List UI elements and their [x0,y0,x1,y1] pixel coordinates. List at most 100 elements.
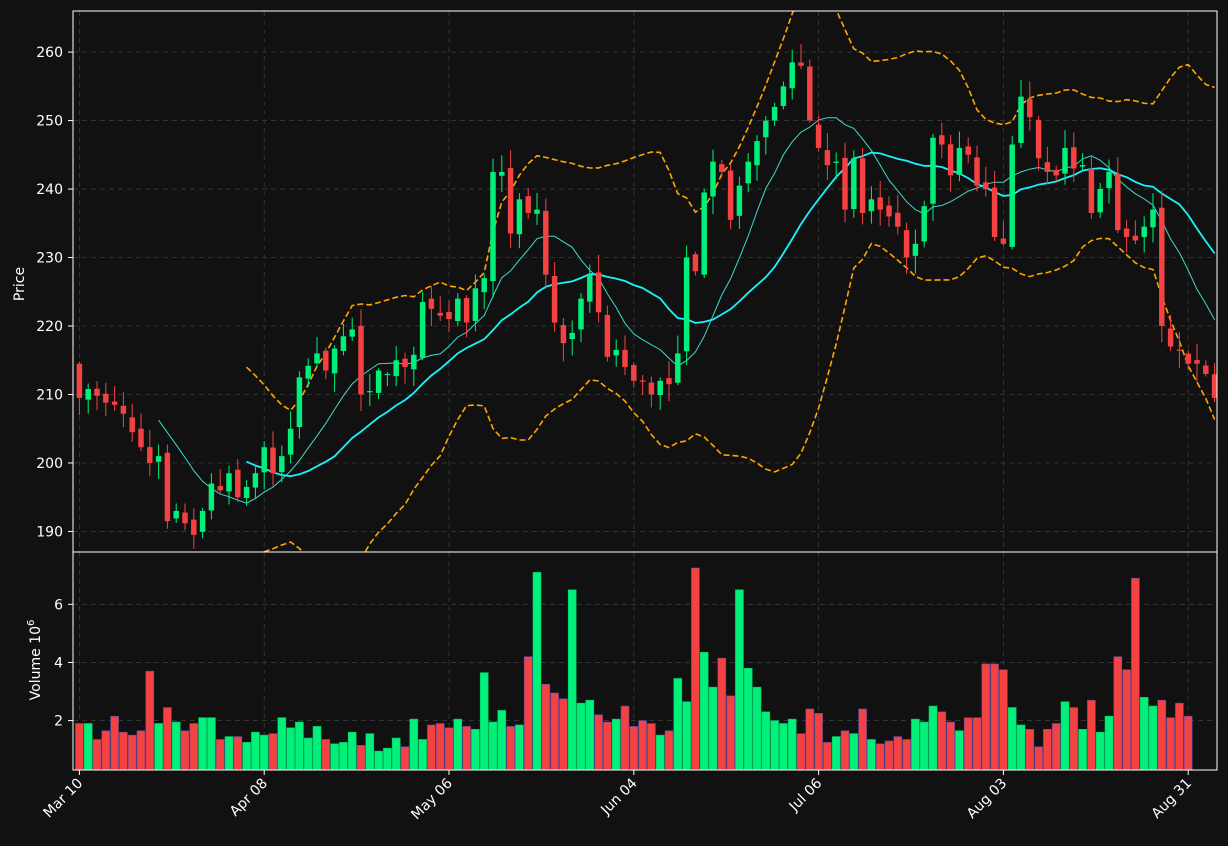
volume-bar [1034,746,1043,771]
volume-bar [136,730,146,771]
price-tick-label: 250 [36,114,63,130]
volume-bar [207,717,216,771]
volume-bar [1148,705,1158,771]
candle-body [631,365,637,381]
candle-body [428,298,435,309]
volume-bar [1166,717,1175,771]
volume-bar [215,739,225,771]
candle-body [472,288,479,321]
volume-bar [1104,715,1114,771]
volume-bar [567,589,577,771]
candle-body [261,447,267,473]
candle-body [648,382,655,395]
candle-body [85,389,91,400]
candle-body [587,274,593,302]
candle-body [375,370,382,393]
volume-bar [180,730,190,771]
volume-bar [831,736,841,771]
candle-body [296,377,303,428]
volume-bar [814,713,823,771]
candle-body [191,519,197,535]
price-tick-label: 240 [36,182,63,198]
candle-body [780,86,787,107]
candle-body [1062,147,1068,174]
volume-bar [409,718,419,771]
volume-bar [163,707,172,771]
candle-body [1106,171,1112,189]
volume-bar [479,672,489,771]
candle-body [437,312,443,316]
volume-bar [858,708,867,771]
volume-bar [1122,669,1131,771]
candle-body [1185,353,1191,364]
candle-body [1211,374,1217,398]
candle-body [217,486,223,491]
volume-bar [946,721,955,771]
volume-bar [198,717,207,771]
candle-body [683,257,690,352]
candle-body [1044,162,1051,172]
candle-body [701,192,707,275]
volume-bar [154,723,163,771]
volume-bar [268,733,278,771]
candle-body [639,380,646,382]
candle-body [578,298,584,330]
candle-body [657,380,663,396]
candle-body [516,199,523,235]
candle-body [367,391,373,393]
volume-bar [840,730,850,771]
price-tick-label: 220 [36,319,63,335]
volume-bar [638,720,647,771]
volume-bar [1016,724,1026,771]
candle-body [323,350,329,371]
candle-body [983,182,989,190]
candle-body [1150,209,1156,228]
volume-bar [277,717,287,771]
volume-bar [1131,577,1140,771]
candle-body [481,278,487,293]
candle-body [270,447,276,474]
volume-bar [321,739,331,771]
candle-body [1035,119,1042,159]
volume-bar [770,720,779,771]
volume-bar [1157,699,1167,771]
volume-bar [523,656,533,771]
volume-bar [471,729,480,771]
candle-body [595,272,602,313]
candle-body [798,62,804,66]
volume-bar [937,711,947,771]
candle-body [76,363,83,398]
volume-bar [875,743,885,771]
volume-bar [506,726,515,771]
volume-bar [374,750,383,771]
volume-bar [594,714,603,771]
volume-axis: 2 4 6 [54,597,73,730]
candle-body [1000,238,1007,244]
candle-body [411,354,417,370]
candle-body [490,171,496,282]
volume-bar [1060,701,1070,771]
volume-bar [75,723,84,771]
candle-body [710,161,716,197]
candle-body [666,378,672,385]
candle-body [815,124,822,148]
candle-body [1079,165,1086,167]
volume-bar [101,730,111,771]
volume-bar [1175,702,1184,771]
candle-body [675,353,681,383]
volume-bar [303,737,313,771]
volume-bar [339,742,348,771]
candle-body [1167,328,1174,347]
volume-bar [83,723,93,771]
candle-body [252,473,259,488]
candle-body [965,146,971,155]
volume-bar [629,726,639,771]
candle-body [622,349,628,368]
volume-bar [233,736,243,771]
candle-body [551,276,558,323]
volume-bar [251,731,260,771]
volume-bar [92,739,102,771]
volume-bar [867,739,876,771]
candle-body [912,243,919,256]
volume-bars [75,567,1193,771]
